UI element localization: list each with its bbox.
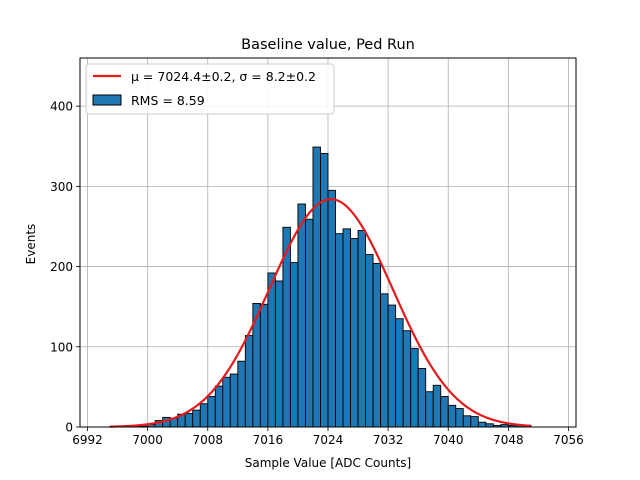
- y-axis-label: Events: [24, 224, 38, 265]
- gaussian-fit: [110, 198, 531, 428]
- histogram-bar: [184, 412, 194, 428]
- histogram-bar: [312, 146, 321, 428]
- histogram-bar: [350, 238, 359, 428]
- histogram-bar: [259, 303, 269, 428]
- x-tick-label: 7032: [373, 433, 404, 447]
- histogram-bar: [402, 330, 412, 428]
- legend: μ = 7024.4±0.2, σ = 8.2±0.2 RMS = 8.59: [85, 63, 335, 115]
- histogram-bars: [109, 146, 532, 428]
- histogram-bar: [410, 347, 419, 428]
- histogram-bar: [470, 416, 479, 428]
- histogram-bar: [357, 230, 367, 428]
- histogram-bar: [425, 391, 434, 428]
- histogram-bar: [237, 360, 246, 428]
- x-tick-label: 7056: [553, 433, 584, 447]
- histogram-bar: [455, 408, 464, 428]
- x-tick-label: 7048: [493, 433, 524, 447]
- histogram-bar: [342, 228, 351, 428]
- x-tick-label: 7024: [313, 433, 344, 447]
- histogram-bar: [380, 293, 389, 428]
- histogram-bar: [462, 415, 472, 428]
- histogram-bar: [477, 421, 487, 428]
- histogram-bar: [440, 396, 449, 428]
- histogram-bar: [207, 396, 216, 428]
- x-tick-label: 7008: [192, 433, 223, 447]
- y-tick-label: 300: [50, 180, 73, 194]
- histogram-bar: [274, 280, 284, 428]
- chart-title: Baseline value, Ped Run: [241, 37, 415, 53]
- histogram-bar: [387, 304, 397, 428]
- y-tick-label: 100: [50, 340, 73, 354]
- histogram-bar: [335, 233, 344, 428]
- histogram-bar: [372, 262, 382, 428]
- x-tick-label: 7000: [132, 433, 163, 447]
- y-axis-ticks: 0 100 200 300 400: [50, 100, 80, 435]
- histogram-bar: [199, 403, 209, 428]
- histogram-bar: [267, 272, 276, 428]
- legend-bar-swatch: [92, 94, 122, 106]
- histogram-bar: [327, 189, 336, 428]
- histogram-bar: [214, 385, 224, 428]
- histogram-bar: [365, 254, 374, 428]
- histogram-bar: [229, 373, 239, 428]
- histogram-bar: [297, 203, 306, 428]
- histogram-bar: [305, 218, 314, 428]
- histogram-bar: [289, 262, 299, 428]
- y-tick-label: 0: [65, 421, 73, 435]
- y-tick-label: 200: [50, 260, 73, 274]
- x-tick-label: 7040: [433, 433, 464, 447]
- legend-fit-label: μ = 7024.4±0.2, σ = 8.2±0.2: [131, 69, 316, 84]
- histogram-bar: [244, 335, 254, 428]
- x-tick-label: 6992: [72, 433, 103, 447]
- histogram-bar: [192, 409, 201, 428]
- legend-box: [85, 63, 335, 115]
- histogram-bar: [447, 404, 457, 428]
- x-tick-label: 7016: [253, 433, 284, 447]
- y-tick-label: 400: [50, 100, 73, 114]
- x-axis-ticks: 6992 7000 7008 7016 7024 7032 7040 7048 7056: [72, 427, 584, 447]
- histogram-bar: [320, 153, 329, 428]
- histogram-bar: [417, 367, 427, 428]
- gaussian-fit-curve: [110, 198, 531, 428]
- histogram-bar: [395, 318, 404, 428]
- histogram-bar: [432, 384, 442, 428]
- legend-rms-label: RMS = 8.59: [131, 93, 205, 108]
- x-axis-label: Sample Value [ADC Counts]: [245, 456, 411, 470]
- histogram-bar: [222, 376, 231, 428]
